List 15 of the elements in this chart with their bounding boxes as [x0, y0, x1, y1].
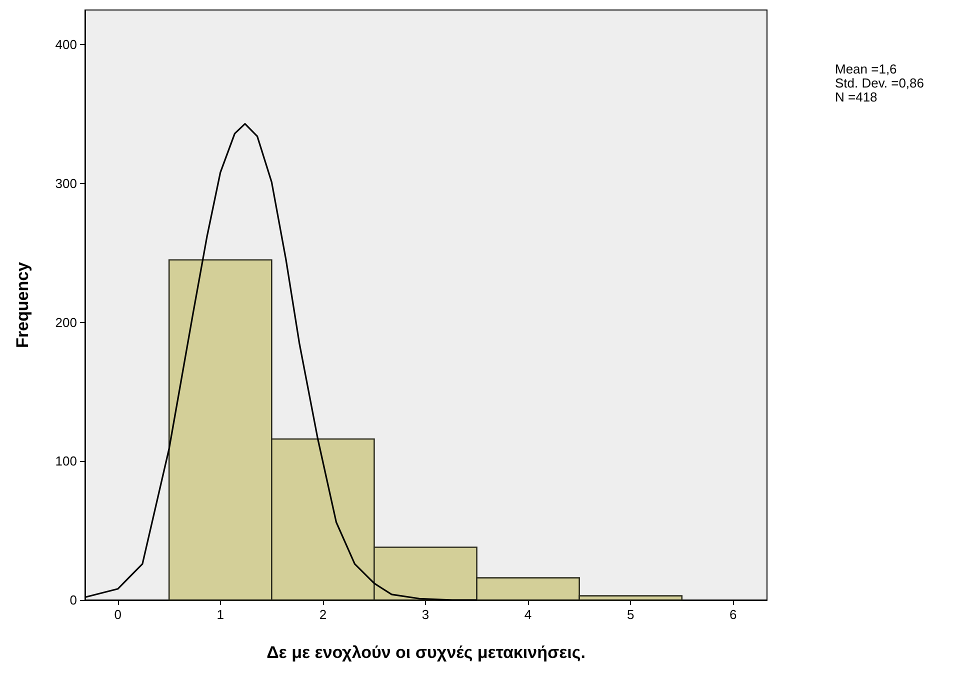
x-tick-label: 5 — [626, 607, 634, 622]
x-tick-label: 0 — [114, 607, 122, 622]
x-tick-label: 4 — [524, 607, 532, 622]
y-tick-label: 300 — [55, 176, 77, 192]
y-tick-label: 200 — [55, 314, 77, 330]
y-tick-label: 0 — [70, 592, 77, 608]
y-tick-label: 100 — [55, 454, 77, 469]
x-tick-label: 6 — [730, 607, 737, 622]
x-tick-label: 1 — [216, 607, 224, 622]
x-tick-label: 2 — [319, 607, 327, 622]
y-tick-label: 400 — [55, 37, 77, 52]
text: Mean =1,6 Std. Dev. =0,86 N =418 — [834, 62, 924, 104]
x-axis-title: Δε με ενοχλούν οι συχνές μετακινήσεις. — [266, 643, 586, 662]
x-tick-label: 3 — [422, 607, 430, 622]
y-axis-title: Frequency — [13, 261, 32, 348]
